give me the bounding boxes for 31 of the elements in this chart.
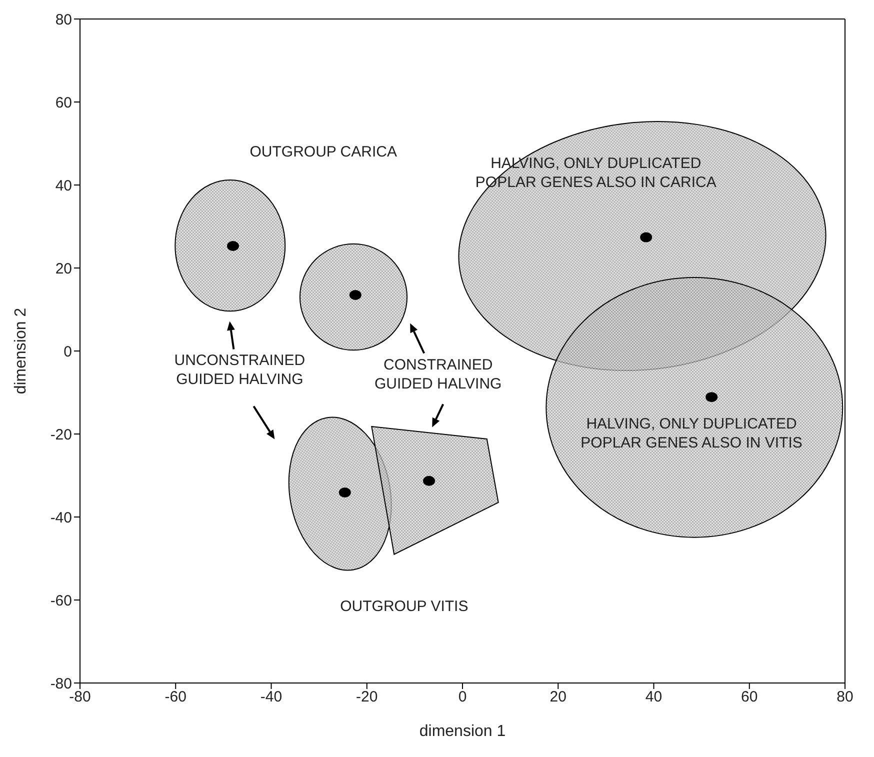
x-tick-label: 0 [458,688,467,706]
y-tick-label: 80 [55,11,72,28]
x-tick-label: 60 [741,688,758,706]
point [640,232,652,242]
x-tick-label: 80 [836,688,854,706]
x-tick-label: -80 [69,688,91,706]
x-tick-label: -60 [164,688,186,706]
point [706,392,718,402]
annotation: OUTGROUP VITIS [340,598,468,615]
x-tick-label: 40 [645,688,662,706]
point [423,476,436,486]
annotation: UNCONSTRAINED GUIDED HALVING [174,352,306,388]
x-tick-label: -20 [356,688,378,706]
annotation: CONSTRAINED GUIDED HALVING [374,356,502,393]
y-tick-label: -40 [50,509,72,526]
point [227,241,239,252]
annotation: OUTGROUP CARICA [250,143,397,160]
y-tick-label: -20 [50,426,72,444]
x-tick-label: 20 [550,688,566,706]
y-tick-label: 40 [55,177,72,194]
x-tick-label: -40 [260,688,282,706]
y-tick-label: -80 [50,675,72,692]
y-tick-label: 0 [64,343,72,360]
point [349,290,362,300]
y-axis-title: dimension 2 [12,308,30,394]
y-tick-label: -60 [50,592,72,610]
y-tick-label: 60 [55,94,72,112]
annotation: HALVING, ONLY DUPLICATED POPLAR GENES ALSO IN VITIS [580,416,802,452]
x-axis-title: dimension 1 [419,723,506,740]
y-tick-label: 20 [55,260,72,278]
point [338,488,351,498]
